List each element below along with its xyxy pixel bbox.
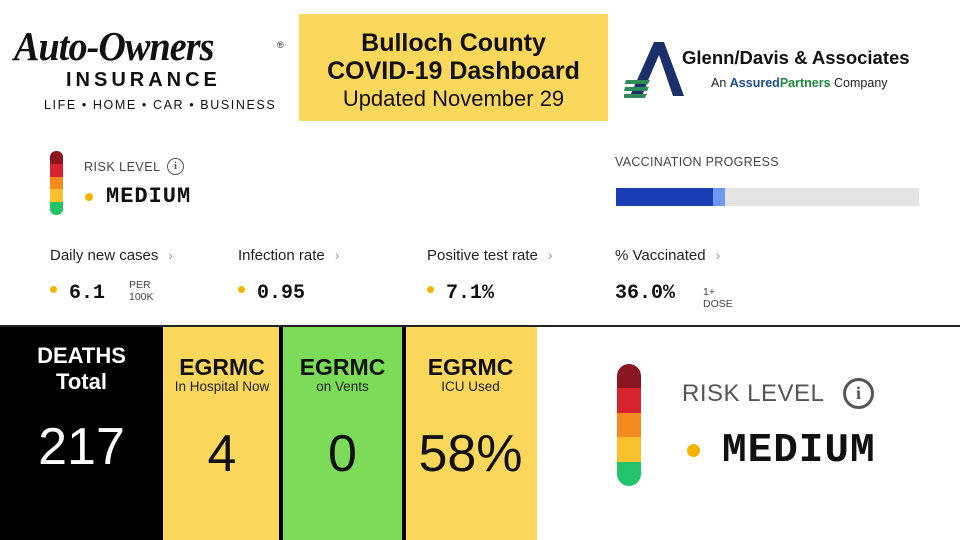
risk-level-large-value: MEDIUM [722, 428, 876, 474]
dashboard-title-box: Bulloch County COVID-19 Dashboard Update… [299, 14, 608, 121]
hospital-value: 4 [207, 425, 237, 483]
metric-positive-test-rate[interactable]: Positive test rate › 7.1% [427, 247, 553, 305]
vaccination-progress-bar [616, 188, 919, 206]
risk-scale-segment [617, 412, 641, 438]
hospital-title: EGRMC [179, 354, 265, 380]
metric-header: % Vaccinated › [615, 247, 720, 264]
risk-level-label: RISK LEVEL [84, 160, 161, 174]
icu-subtitle: ICU Used [441, 379, 500, 394]
risk-scale-segment [617, 461, 641, 486]
glenn-davis-name: Glenn/Davis & Associates [682, 47, 910, 68]
title-dashboard: COVID-19 Dashboard [327, 57, 580, 85]
status-dot-icon [427, 286, 434, 294]
metric-value-row: 0.95 [238, 282, 305, 305]
auto-owners-insurance: INSURANCE [66, 69, 221, 91]
metric-unit-line: 1+ DOSE [703, 286, 733, 310]
metric-header: Daily new cases › [50, 247, 173, 264]
risk-scale-segment [617, 388, 641, 413]
vaccination-progress-fill [616, 188, 713, 206]
tile-separator [279, 327, 283, 540]
vaccination-progress-label: VACCINATION PROGRESS [615, 155, 779, 169]
metric-label: Infection rate [238, 247, 325, 264]
metric-daily-new-cases[interactable]: Daily new cases › 6.1 PER 100K [50, 247, 173, 305]
status-dot-large-icon [687, 444, 700, 457]
metric-value-row: 7.1% [427, 282, 494, 305]
metric-value: 6.1 [69, 282, 106, 305]
risk-scale-segment [50, 176, 63, 190]
risk-scale-segment [50, 202, 63, 215]
auto-owners-brand: Auto-Owners [14, 23, 214, 69]
section-divider [0, 325, 960, 327]
risk-scale-segment [50, 151, 63, 164]
metric-label: % Vaccinated [615, 247, 706, 264]
metric-unit-line: PER [129, 279, 151, 291]
registered-mark: ® [277, 40, 284, 50]
glenn-davis-a-logo-icon [624, 42, 684, 98]
status-dot-icon [238, 286, 245, 294]
chevron-right-icon: › [334, 247, 340, 263]
risk-level-value: MEDIUM [106, 184, 192, 209]
risk-scale-segment [50, 163, 63, 177]
assured-suffix: Company [834, 76, 888, 90]
risk-scale-segment [617, 437, 641, 462]
info-large-icon[interactable]: i [843, 378, 874, 409]
vents-subtitle: on Vents [316, 379, 369, 394]
risk-scale-segment [50, 189, 63, 203]
info-icon[interactable]: i [167, 158, 184, 175]
assured-word: Assured [729, 76, 780, 90]
icu-tile: EGRMC ICU Used 58% [404, 327, 537, 540]
risk-scale-segment [617, 364, 641, 389]
status-dot-icon [85, 193, 93, 201]
deaths-subtitle: Total [56, 369, 107, 394]
title-county: Bulloch County [361, 29, 546, 57]
metric-value-row: 36.0% [615, 282, 675, 305]
chevron-right-icon: › [547, 247, 553, 263]
assured-prefix: An [711, 76, 727, 90]
deaths-value: 217 [38, 418, 125, 476]
metric-value: 36.0% [615, 282, 676, 305]
metric-value: 0.95 [257, 282, 306, 305]
vents-value: 0 [328, 425, 357, 483]
metric-header: Positive test rate › [427, 247, 553, 264]
icu-value: 58% [418, 425, 523, 483]
risk-scale-large [617, 364, 641, 486]
chevron-right-icon: › [168, 247, 174, 263]
hospital-tile: EGRMC In Hospital Now 4 [163, 327, 281, 540]
metric-value: 7.1% [446, 282, 495, 305]
title-updated: Updated November 29 [342, 86, 565, 111]
vaccination-progress-partial [712, 188, 726, 206]
metric-value-row: 6.1 [50, 282, 105, 305]
risk-panel [0, 124, 960, 326]
glenn-davis-logo: Glenn/Davis & Associates An AssuredPartn… [624, 38, 944, 104]
deaths-title: DEATHS [37, 343, 126, 368]
vents-title: EGRMC [299, 354, 386, 380]
assured-partners-line: An AssuredPartners Company [711, 76, 888, 90]
metric-percent-vaccinated[interactable]: % Vaccinated › 36.0% 1+ DOSE [615, 247, 733, 310]
auto-owners-logo: Auto-Owners ® INSURANCE LIFE • HOME • CA… [14, 26, 284, 118]
status-dot-icon [50, 286, 57, 294]
metric-unit-line: 100K [129, 291, 154, 303]
hospital-subtitle: In Hospital Now [174, 379, 270, 394]
deaths-tile: DEATHS Total 217 [0, 327, 163, 540]
chevron-right-icon: › [715, 247, 721, 263]
icu-title: EGRMC [427, 354, 514, 380]
metric-infection-rate[interactable]: Infection rate › 0.95 [238, 247, 339, 305]
partners-word: Partners [779, 76, 831, 90]
risk-scale-small [50, 151, 63, 215]
metric-header: Infection rate › [238, 247, 339, 264]
vents-tile: EGRMC on Vents 0 [281, 327, 404, 540]
metric-unit: 1+ DOSE [703, 286, 733, 310]
metric-label: Daily new cases [50, 247, 159, 264]
risk-level-large-label: RISK LEVEL [682, 380, 825, 407]
auto-owners-tagline: LIFE • HOME • CAR • BUSINESS [44, 98, 277, 112]
tile-separator [402, 327, 406, 540]
metric-unit: PER 100K [129, 279, 154, 303]
metric-label: Positive test rate [427, 247, 538, 264]
